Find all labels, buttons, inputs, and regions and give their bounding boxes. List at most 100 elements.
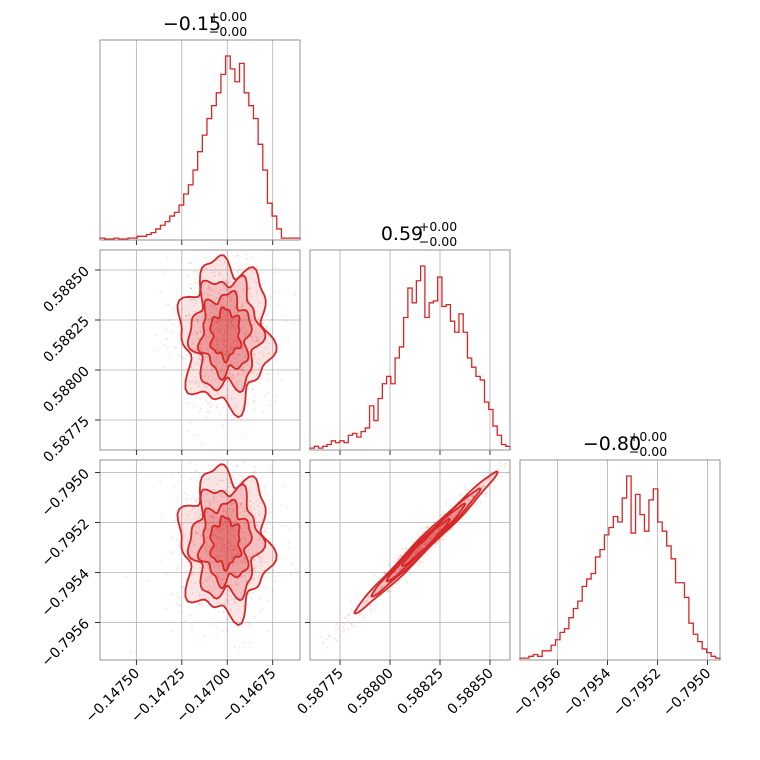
sample-point [235,336,238,339]
sample-point [198,602,201,605]
sample-point [198,638,201,641]
sample-point [244,574,247,577]
sample-point [232,584,235,587]
sample-point [208,317,211,320]
sample-point [241,527,244,530]
sample-point [234,519,237,522]
sample-point [192,380,195,383]
sample-point [211,533,214,536]
sample-point [190,462,193,465]
sample-point [247,452,249,454]
sample-point [399,554,402,557]
sample-point [370,608,373,611]
sample-point [218,536,221,539]
sample-point [237,271,240,274]
sample-point [185,570,188,573]
sample-point [256,317,259,320]
panel-title-1: −0.15 [163,13,221,35]
sample-point [243,366,246,369]
sample-point [209,523,212,526]
sample-point [245,271,248,274]
sample-point [187,494,190,497]
sample-point [204,339,207,342]
sample-point [301,659,303,661]
sample-point [225,350,228,353]
sample-point [430,537,433,540]
sample-point [189,581,192,584]
sample-point [195,500,198,503]
sample-point [424,541,427,544]
sample-point [240,514,243,517]
sample-point [238,646,241,649]
sample-point [181,356,184,359]
sample-point [199,223,201,225]
sample-point [280,379,283,382]
sample-point [548,424,550,426]
sample-point [358,612,361,615]
sample-point [409,557,412,560]
sample-point [218,329,221,332]
sample-point [221,538,224,541]
sample-point [207,287,210,290]
sample-point [267,599,270,602]
sample-point [247,293,250,296]
sample-point [416,550,419,553]
sample-point [427,541,430,544]
sample-point [194,299,197,302]
sample-point [200,316,203,319]
sample-point [227,324,230,327]
sample-point [213,507,216,510]
sample-point [219,322,222,325]
sample-point [243,575,246,578]
sample-point [388,562,391,565]
sample-point [253,353,256,356]
sample-point [207,530,210,533]
sample-point [185,518,188,521]
sample-point [222,508,225,511]
sample-point [214,387,217,390]
sample-point [221,232,223,234]
sample-point [222,374,225,377]
sample-point [506,457,508,459]
sample-point [251,591,254,594]
sample-point [227,461,230,464]
sample-point [270,533,273,536]
sample-point [230,362,233,365]
sample-point [245,580,248,583]
sample-point [213,361,216,364]
sample-point [218,349,221,352]
sample-point [216,344,219,347]
sample-point [230,299,233,302]
sample-point [420,531,423,534]
sample-point [222,533,225,536]
sample-point [277,304,280,307]
sample-point [239,306,242,309]
sample-point [253,356,256,359]
sample-point [222,277,225,280]
sample-point [287,541,290,544]
sample-point [236,291,239,294]
sample-point [434,532,437,535]
sample-point [209,311,212,314]
sample-point [185,315,188,318]
sample-point [204,373,207,376]
sample-point [248,556,251,559]
sample-point [224,332,227,335]
sample-point [188,312,191,315]
sample-point [226,355,229,358]
sample-point [451,517,454,520]
sample-point [417,549,420,552]
sample-point [231,293,234,296]
sample-point [214,359,217,362]
sample-point [204,551,207,554]
sample-point [205,387,208,390]
sample-point [225,478,228,481]
sample-point [236,464,239,467]
sample-point [343,627,346,630]
sample-point [205,334,208,337]
sample-point [221,548,224,551]
sample-point [238,353,241,356]
sample-point [429,549,432,552]
sample-point [223,331,226,334]
sample-point [245,331,248,334]
